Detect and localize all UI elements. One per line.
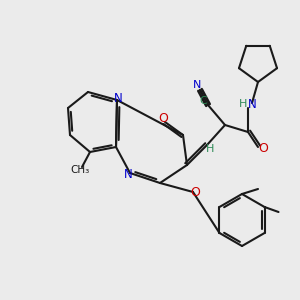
Text: CH₃: CH₃ — [70, 165, 90, 175]
Text: N: N — [248, 98, 256, 110]
Text: O: O — [190, 185, 200, 199]
Text: N: N — [124, 167, 132, 181]
Text: O: O — [258, 142, 268, 155]
Text: H: H — [206, 144, 214, 154]
Text: O: O — [158, 112, 168, 124]
Text: C: C — [199, 96, 207, 106]
Text: N: N — [193, 80, 201, 90]
Text: N: N — [114, 92, 122, 106]
Text: H: H — [239, 99, 247, 109]
